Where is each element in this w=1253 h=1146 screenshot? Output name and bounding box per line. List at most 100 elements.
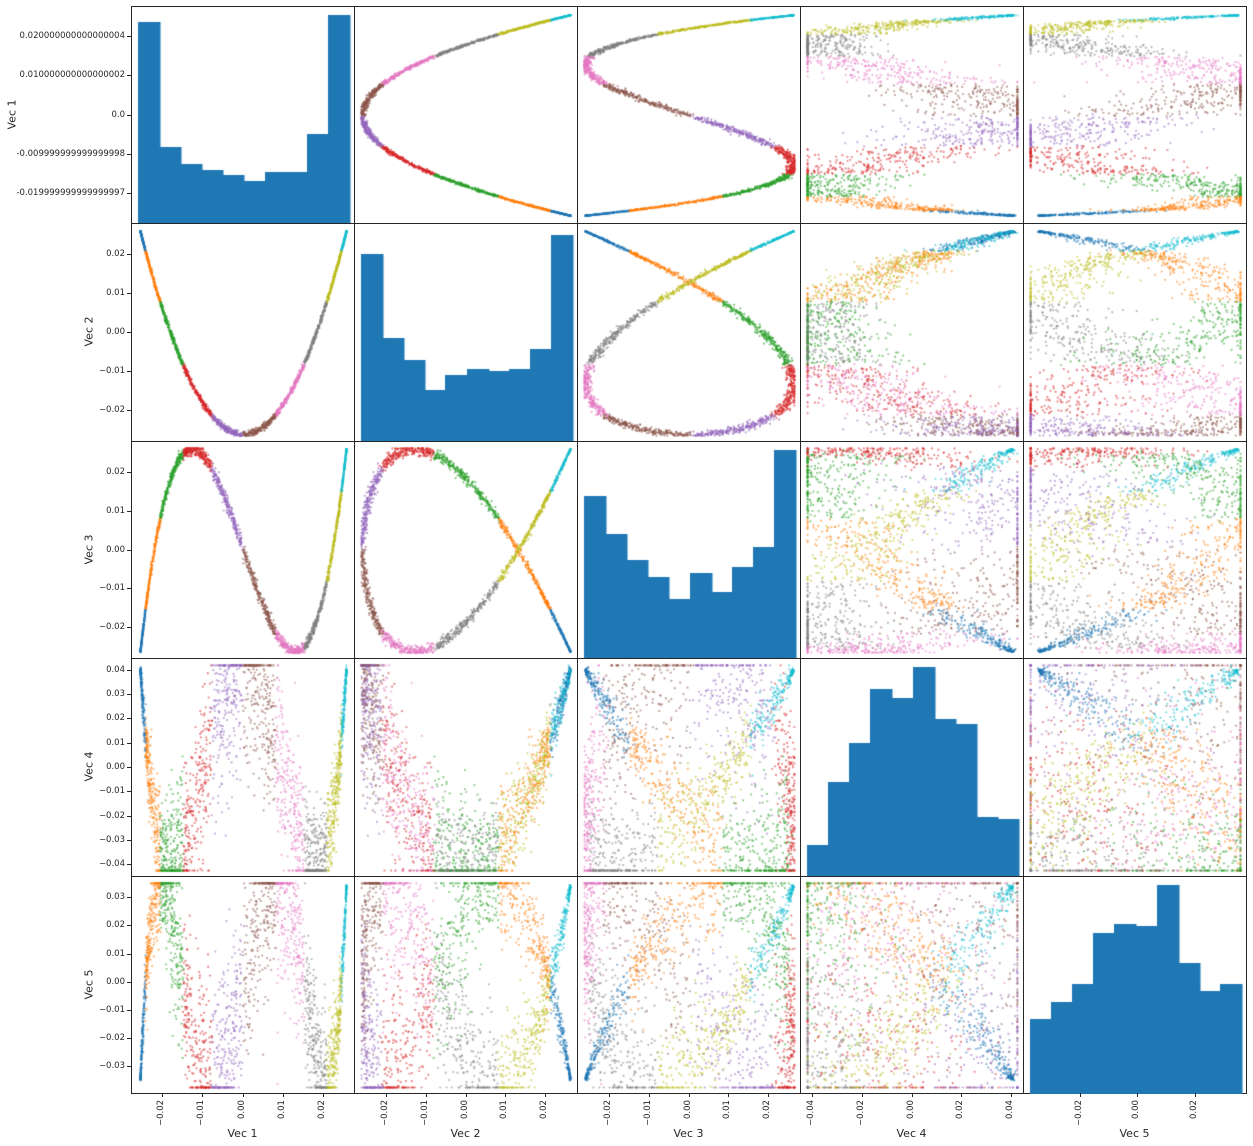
y-tick-mark [127,549,131,551]
y-tick-label: −0.02 [98,404,125,415]
x-tick-mark [386,1093,388,1097]
y-tick-label: 0.02 [106,467,125,478]
y-tick-label: 0.04 [106,664,125,675]
x-tick-label: −0.02 [1073,1100,1084,1127]
y-tick-mark [127,1037,131,1039]
y-tick-mark [127,791,131,793]
plot-canvas [1024,224,1247,442]
y-tick-mark [127,293,131,295]
x-tick-label: −0.01 [196,1100,207,1127]
y-tick-mark [127,153,131,155]
plot-canvas [801,7,1024,224]
y-tick-mark [127,1009,131,1011]
x-tick-mark [688,1093,690,1097]
y-tick-label: 0.00 [106,976,125,987]
x-tick-mark [811,1093,813,1097]
y-tick-mark [127,626,131,628]
x-tick-label: 0.00 [682,1100,693,1119]
x-tick-mark [1195,1093,1197,1097]
y-tick-label: 0.01 [106,948,125,959]
x-tick-mark [767,1093,769,1097]
scatter-vec1-vs-vec2 [354,6,578,224]
x-tick-label: 0.01 [499,1100,510,1119]
y-tick-mark [127,370,131,372]
y-tick-label: 0.01 [106,288,125,299]
plot-canvas [1024,659,1247,877]
scatter-vec3-vs-vec1 [131,441,355,659]
y-tick-mark [127,588,131,590]
scatter-vec4-vs-vec3 [577,658,801,877]
x-tick-label: 0.01 [722,1100,733,1119]
x-tick-label: −0.01 [642,1100,653,1127]
y-tick-mark [127,409,131,411]
plot-canvas [801,659,1024,877]
y-tick-mark [127,669,131,671]
x-axis-label-vec5: Vec 5 [1119,1127,1150,1140]
plot-canvas [132,442,355,659]
x-tick-label: 0.04 [1005,1100,1016,1119]
y-tick-label: −0.01 [98,786,125,797]
x-tick-mark [425,1093,427,1097]
x-tick-mark [1137,1093,1139,1097]
plot-canvas [132,224,355,442]
y-tick-mark [127,193,131,195]
scatter-vec5-vs-vec4 [800,876,1024,1094]
histogram-vec2 [354,223,578,442]
plot-canvas [355,877,578,1094]
scatter-vec5-vs-vec1 [131,876,355,1094]
y-tick-mark [127,815,131,817]
scatter-vec2-vs-vec5 [1023,223,1247,442]
x-tick-mark [961,1093,963,1097]
histogram-vec5 [1023,876,1247,1094]
x-tick-mark [161,1093,163,1097]
y-tick-label: −0.01 [98,365,125,376]
y-tick-label: −0.01 [98,583,125,594]
y-tick-label: 0.00 [106,544,125,555]
scatter-vec2-vs-vec3 [577,223,801,442]
x-tick-mark [1011,1093,1013,1097]
plot-canvas [1024,7,1247,224]
y-tick-mark [127,718,131,720]
histogram-vec4 [800,658,1024,877]
y-tick-label: 0.010000000000000002 [19,70,125,81]
scatter-vec5-vs-vec3 [577,876,801,1094]
plot-canvas [578,442,801,659]
y-tick-label: −0.02 [98,810,125,821]
plot-canvas [578,224,801,442]
y-axis-label-vec2: Vec 2 [82,316,96,347]
scatter-vec4-vs-vec5 [1023,658,1247,877]
x-axis-label-vec3: Vec 3 [673,1127,704,1140]
y-tick-label: −0.02 [98,621,125,632]
y-tick-label: 0.02 [106,920,125,931]
x-tick-label: −0.02 [855,1100,866,1127]
x-tick-label: 0.02 [1189,1100,1200,1119]
y-tick-mark [127,332,131,333]
x-tick-mark [465,1093,467,1097]
plot-canvas [355,659,578,877]
y-axis-label-vec3: Vec 3 [82,534,96,564]
y-axis-label-vec4: Vec 4 [82,751,96,782]
y-tick-mark [127,742,131,744]
y-tick-label: −0.04 [98,859,125,870]
y-tick-mark [127,472,131,474]
y-tick-label: 0.03 [106,892,125,903]
x-tick-mark [861,1093,863,1097]
x-tick-mark [202,1093,204,1097]
scatter-vec4-vs-vec1 [131,658,355,877]
x-tick-mark [505,1093,507,1097]
x-tick-mark [242,1093,244,1097]
plot-canvas [801,877,1024,1094]
y-tick-mark [127,75,131,77]
y-tick-label: −0.01 [98,1004,125,1015]
x-tick-label: 0.00 [459,1100,470,1119]
y-tick-label: -0.019999999999999997 [16,188,125,199]
x-tick-label: 0.02 [955,1100,966,1119]
y-tick-mark [127,114,131,116]
scatter-vec3-vs-vec5 [1023,441,1247,659]
y-tick-label: 0.00 [106,762,125,772]
y-tick-label: −0.02 [98,1032,125,1043]
y-tick-label: -0.009999999999999998 [16,148,125,159]
x-axis-label-vec4: Vec 4 [896,1127,927,1140]
scatter-vec2-vs-vec1 [131,223,355,442]
